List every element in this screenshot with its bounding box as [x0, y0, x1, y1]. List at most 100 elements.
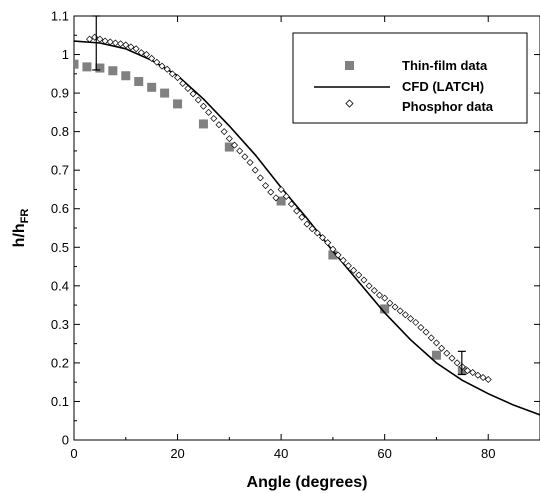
phosphor-point: [474, 371, 482, 379]
phosphor-point: [432, 339, 440, 347]
thin-film-point: [74, 59, 79, 69]
phosphor-point: [127, 43, 135, 51]
y-tick-label: 0.4: [51, 278, 69, 293]
phosphor-point: [469, 369, 477, 377]
phosphor-point: [422, 328, 430, 336]
phosphor-point: [391, 303, 399, 311]
thin-film-point: [134, 77, 144, 87]
phosphor-point: [443, 349, 451, 357]
phosphor-point: [401, 311, 409, 319]
thin-film-point: [380, 304, 390, 314]
x-tick-label: 40: [274, 446, 288, 461]
y-axis-label-main: h/h: [11, 223, 28, 247]
x-tick-label: 0: [70, 446, 77, 461]
phosphor-point: [86, 35, 94, 43]
y-tick-label: 1.1: [51, 9, 69, 24]
legend-marker-phosphor: [345, 99, 354, 108]
phosphor-point: [329, 245, 337, 253]
phosphor-point: [484, 375, 492, 383]
x-tick-label: 20: [170, 446, 184, 461]
thin-film-point: [108, 66, 118, 76]
thin-film-point: [147, 82, 157, 92]
x-tick-label: 60: [377, 446, 391, 461]
phosphor-point: [137, 49, 145, 57]
legend-box: [292, 32, 528, 124]
phosphor-point: [225, 135, 233, 143]
y-tick-label: 0: [62, 433, 69, 448]
x-tick-label: 80: [481, 446, 495, 461]
thin-film-point: [121, 71, 131, 81]
phosphor-point: [365, 282, 373, 290]
phosphor-point: [412, 318, 420, 326]
phosphor-point: [427, 334, 435, 342]
phosphor-point: [277, 185, 285, 193]
y-tick-label: 0.2: [51, 355, 69, 370]
legend-label-cfd: CFD (LATCH): [402, 79, 484, 94]
phosphor-point: [370, 286, 378, 294]
phosphor-point: [396, 307, 404, 315]
phosphor-point: [111, 39, 119, 47]
legend: Thin-film data CFD (LATCH) Phosphor data: [292, 32, 528, 124]
phosphor-point: [272, 194, 280, 202]
x-axis-label: Angle (degrees): [247, 474, 368, 491]
phosphor-point: [215, 121, 223, 129]
error-bars: [92, 15, 466, 376]
legend-label-thin-film: Thin-film data: [402, 58, 488, 73]
thin-film-point: [173, 99, 183, 109]
phosphor-point: [267, 188, 275, 196]
phosphor-point: [174, 74, 182, 82]
phosphor-point: [344, 262, 352, 270]
thin-film-point: [198, 119, 208, 129]
y-tick-label: 0.3: [51, 317, 69, 332]
phosphor-point: [282, 192, 290, 200]
phosphor-point: [210, 115, 218, 123]
phosphor-point: [381, 294, 389, 302]
thin-film-point: [224, 142, 234, 152]
phosphor-point: [339, 256, 347, 264]
y-tick-label: 0.6: [51, 201, 69, 216]
thin-film-point: [95, 63, 105, 73]
phosphor-point: [148, 54, 156, 62]
legend-marker-thin-film: [345, 61, 354, 70]
phosphor-point: [313, 229, 321, 237]
phosphor-point: [355, 271, 363, 279]
phosphor-point: [106, 38, 114, 46]
thin-film-point: [82, 62, 92, 72]
phosphor-point: [298, 213, 306, 221]
phosphor-point: [194, 96, 202, 104]
phosphor-point: [163, 65, 171, 73]
phosphor-point: [184, 84, 192, 92]
phosphor-point: [117, 40, 125, 48]
phosphor-point: [350, 266, 358, 274]
phosphor-point: [448, 354, 456, 362]
y-tick-label: 0.1: [51, 394, 69, 409]
phosphor-point: [360, 276, 368, 284]
thin-film-point: [431, 350, 441, 360]
phosphor-point: [122, 41, 130, 49]
y-tick-label: 1: [62, 47, 69, 62]
series-layer: [74, 33, 540, 416]
phosphor-point: [132, 45, 140, 53]
phosphor-point: [417, 323, 425, 331]
phosphor-point: [220, 128, 228, 136]
y-axis-label: h/hFR: [11, 209, 31, 248]
phosphor-point: [438, 344, 446, 352]
phosphor-point: [262, 182, 270, 190]
phosphor-point: [375, 291, 383, 299]
phosphor-point: [308, 225, 316, 233]
x-axis-ticks: 0 20 40 60 80: [70, 16, 495, 461]
phosphor-point: [168, 70, 176, 78]
phosphor-point: [386, 299, 394, 307]
phosphor-point: [179, 79, 187, 87]
phosphor-point: [334, 251, 342, 259]
phosphor-point: [158, 62, 166, 70]
y-axis-ticks: 0 0.1 0.2 0.3 0.4 0.5 0.6 0.7 0.8 0.9 1 1.1: [51, 9, 540, 448]
y-tick-label: 0.7: [51, 163, 69, 178]
y-axis-label-subscript: FR: [19, 209, 31, 224]
legend-label-phosphor: Phosphor data: [402, 99, 494, 114]
phosphor-point: [199, 102, 207, 110]
phosphor-point: [231, 141, 239, 149]
phosphor-point: [96, 35, 104, 43]
phosphor-point: [293, 207, 301, 215]
